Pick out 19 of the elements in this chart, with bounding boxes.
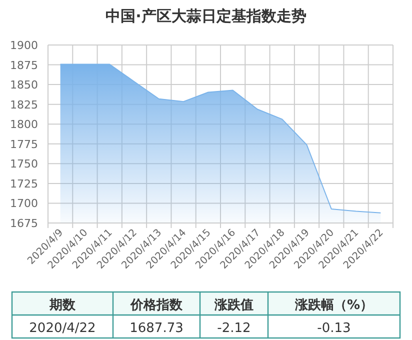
y-tick-label: 1875 — [10, 58, 38, 72]
y-tick-label: 1675 — [10, 217, 38, 230]
text: -2.12 — [217, 321, 251, 336]
text: -0.13 — [317, 321, 351, 336]
y-tick-label: 1700 — [10, 197, 38, 210]
text: 涨跌值 — [214, 298, 254, 313]
y-tick-label: 1775 — [10, 138, 38, 151]
y-tick-label: 1750 — [10, 158, 38, 171]
y-tick-label: 1900 — [10, 39, 38, 52]
text: 1687.73 — [130, 321, 184, 336]
y-tick-label: 1725 — [10, 177, 38, 190]
y-tick-label: 1850 — [10, 78, 38, 92]
y-tick-label: 1800 — [10, 118, 38, 132]
text: 涨跌幅（%） — [294, 298, 374, 313]
y-tick-label: 1825 — [10, 98, 38, 112]
chart-title: 中国·产区大蒜日定基指数走势 — [106, 7, 306, 25]
text: 2020/4/22 — [29, 321, 96, 336]
text: 价格指数 — [130, 298, 184, 313]
text: 期数 — [48, 298, 76, 313]
